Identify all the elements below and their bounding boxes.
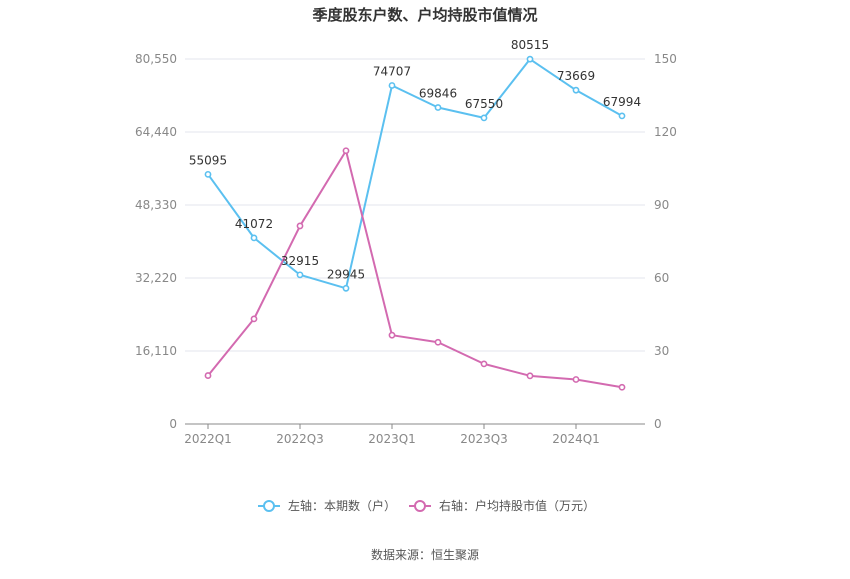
data-point [572,86,580,94]
data-point [296,271,304,279]
right-tick-label: 30 [654,344,669,358]
x-tick-label: 2023Q3 [460,432,508,446]
x-tick-label: 2024Q1 [552,432,600,446]
left-tick-label: 64,440 [135,125,177,139]
right-tick-label: 0 [654,417,662,431]
data-label: 67994 [603,95,641,109]
left-tick-label: 48,330 [135,198,177,212]
data-point [388,82,396,89]
series-lines [204,55,626,391]
chart-title: 季度股东户数、户均持股市值情况 [312,6,537,24]
data-label: 73669 [557,69,595,83]
data-point [342,284,350,292]
left-tick-label: 16,110 [135,344,177,358]
data-point [526,55,534,63]
left-tick-label: 32,220 [135,271,177,285]
series-line-2 [207,149,623,389]
data-point [250,315,258,323]
data-point [434,338,442,346]
data-label: 32915 [281,254,319,268]
legend-marker-icon [263,500,275,512]
data-point [618,383,626,391]
data-point [250,234,258,242]
data-label: 74707 [373,64,411,78]
data-label: 69846 [419,87,457,101]
left-tick-label: 0 [169,417,177,431]
data-label: 80515 [511,38,549,52]
data-labels: 55095 41072 32915 29945 74707 69846 67550 80515… [189,38,641,281]
data-label: 67550 [465,97,503,111]
data-label: 29945 [327,267,365,281]
data-point [204,170,212,178]
data-point [296,222,304,230]
right-tick-label: 120 [654,125,677,139]
right-tick-label: 150 [654,52,677,66]
left-tick-label: 80,550 [135,52,177,66]
data-point [388,331,396,339]
legend-label: 左轴：本期数（户） [288,498,396,513]
data-point [618,112,626,120]
data-point [204,372,212,379]
x-tick-label: 2022Q1 [184,432,232,446]
gridlines [185,58,645,352]
series-line-1 [207,58,623,290]
right-tick-label: 60 [654,271,669,285]
data-point [342,147,350,155]
data-point [480,360,488,368]
data-point [526,372,534,380]
data-point [480,114,488,122]
data-point [572,376,580,383]
axes: 0 16,110 32,220 48,330 64,440 80,550 0 30 60 90 12… [135,52,677,446]
legend[interactable]: 左轴：本期数（户） 右轴：户均持股市值（万元） [258,498,595,513]
data-label: 41072 [235,217,273,231]
right-tick-label: 90 [654,198,669,212]
x-tick-label: 2022Q3 [276,432,324,446]
source-note: 数据来源：恒生聚源 [371,547,479,562]
x-tick-label: 2023Q1 [368,432,416,446]
data-point [434,104,442,111]
legend-label: 右轴：户均持股市值（万元） [439,498,595,513]
data-label: 55095 [189,153,227,167]
legend-marker-icon [414,500,426,512]
